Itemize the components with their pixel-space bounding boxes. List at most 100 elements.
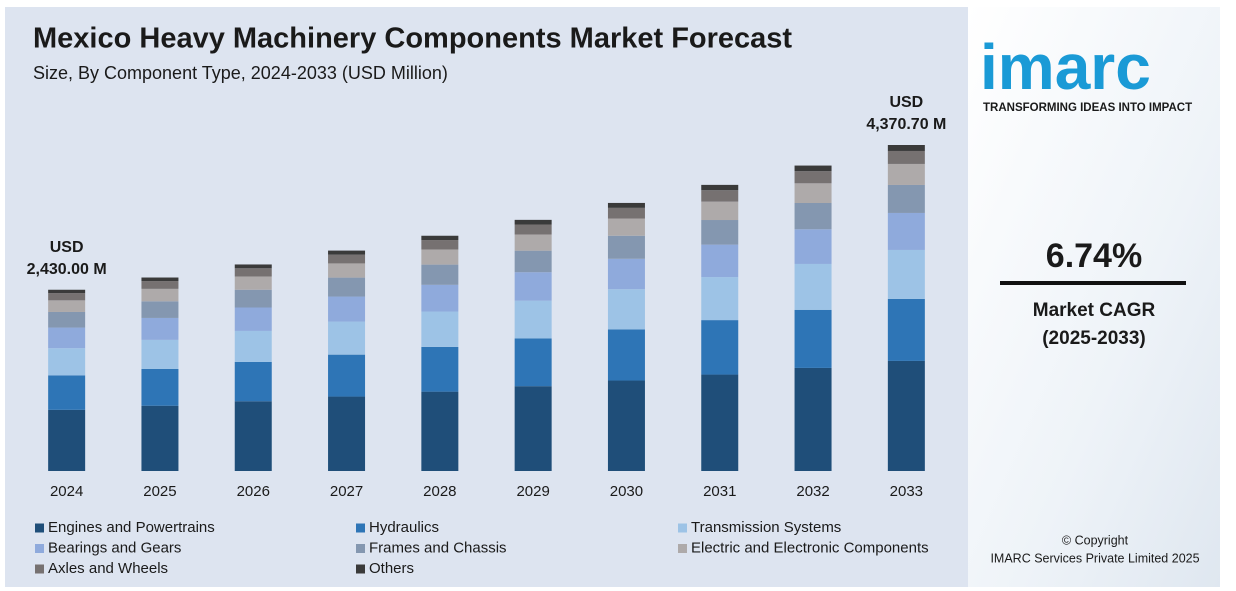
bar-segment — [701, 244, 739, 278]
chart-subtitle: Size, By Component Type, 2024-2033 (USD … — [33, 63, 448, 83]
bar-segment — [607, 202, 645, 208]
bar-segment — [607, 218, 645, 236]
bar-segment — [328, 321, 366, 355]
legend-label: Engines and Powertrains — [48, 519, 215, 536]
bar-segment — [234, 401, 272, 471]
bar-segment — [421, 346, 459, 392]
legend-label: Electric and Electronic Components — [691, 539, 929, 556]
bar-segment — [607, 329, 645, 381]
bar-segment — [701, 220, 739, 245]
bar-segment — [701, 320, 739, 375]
bar-segment — [234, 307, 272, 331]
copyright: IMARC Services Private Limited 2025 — [990, 551, 1199, 565]
bar-segment — [794, 203, 832, 230]
bar-segment — [141, 317, 179, 340]
bar-segment — [794, 183, 832, 204]
bar-segment — [701, 374, 739, 471]
bar-segment — [701, 277, 739, 321]
bar-segment — [887, 298, 925, 361]
bar-segment — [328, 277, 366, 297]
total-label: 2,430.00 M — [27, 261, 107, 278]
bar-segment — [701, 184, 739, 191]
bar-segment — [421, 240, 459, 250]
bar-segment — [514, 219, 552, 225]
bar-segment — [607, 207, 645, 219]
cagr-period: (2025-2033) — [1042, 328, 1146, 349]
legend-swatch — [35, 564, 44, 574]
chart-title: Mexico Heavy Machinery Components Market… — [33, 23, 792, 55]
legend-label: Hydraulics — [369, 519, 439, 536]
bar-segment — [794, 165, 832, 172]
bar-segment — [234, 264, 272, 269]
legend-swatch — [35, 544, 44, 553]
bar-segment — [328, 250, 366, 255]
bar-segment — [48, 293, 86, 301]
cagr-label: Market CAGR — [1033, 300, 1156, 321]
bar-segment — [48, 327, 86, 349]
bar-segment — [607, 235, 645, 259]
bar-segment — [514, 272, 552, 301]
legend-swatch — [678, 523, 687, 533]
bar-segment — [328, 296, 366, 322]
bar-segment — [607, 380, 645, 471]
bar-segment — [794, 229, 832, 264]
x-tick-label: 2025 — [143, 483, 176, 500]
bar-segment — [141, 277, 179, 282]
bar-segment — [887, 145, 925, 151]
bar-segment — [328, 396, 366, 471]
x-tick-label: 2029 — [516, 483, 549, 500]
legend-swatch — [356, 523, 365, 533]
legend-swatch — [356, 544, 365, 553]
total-label: USD — [889, 94, 923, 111]
bar-segment — [421, 284, 459, 312]
x-tick-label: 2026 — [237, 483, 270, 500]
bar-segment — [328, 354, 366, 397]
bar-segment — [887, 249, 925, 299]
bar-segment — [141, 281, 179, 289]
bar-segment — [234, 268, 272, 277]
bar-segment — [887, 163, 925, 185]
bar-segment — [514, 300, 552, 339]
logo-tagline: TRANSFORMING IDEAS INTO IMPACT — [983, 102, 1192, 114]
x-tick-label: 2024 — [50, 483, 83, 500]
copyright: © Copyright — [1062, 533, 1129, 547]
bar-segment — [141, 288, 179, 302]
bar-segment — [607, 258, 645, 290]
x-tick-label: 2028 — [423, 483, 456, 500]
bar-segment — [794, 263, 832, 310]
bar-segment — [514, 234, 552, 251]
total-label: 4,370.70 M — [866, 116, 946, 133]
legend-swatch — [356, 564, 365, 574]
bar-segment — [141, 301, 179, 318]
bar-segment — [514, 224, 552, 235]
bar-segment — [887, 184, 925, 213]
bar-segment — [141, 339, 179, 369]
bar-segment — [328, 263, 366, 278]
legend-label: Transmission Systems — [691, 519, 841, 536]
bar-segment — [421, 235, 459, 241]
legend-label: Axles and Wheels — [48, 560, 168, 577]
bar-segment — [48, 289, 86, 294]
bar-segment — [421, 249, 459, 265]
bar-segment — [234, 330, 272, 362]
legend-label: Bearings and Gears — [48, 539, 181, 556]
cagr-value: 6.74% — [1046, 237, 1142, 275]
bar-segment — [887, 150, 925, 164]
x-tick-label: 2027 — [330, 483, 363, 500]
bar-segment — [794, 171, 832, 184]
bar-segment — [48, 348, 86, 376]
bar-segment — [141, 405, 179, 471]
legend-label: Others — [369, 560, 414, 577]
x-tick-label: 2030 — [610, 483, 643, 500]
bar-segment — [701, 201, 739, 221]
bar-segment — [141, 368, 179, 406]
logo: imarc — [980, 31, 1151, 103]
bar-segment — [48, 311, 86, 328]
bar-segment — [234, 361, 272, 402]
legend-swatch — [678, 544, 687, 553]
legend-label: Frames and Chassis — [369, 539, 507, 556]
bar-segment — [48, 375, 86, 410]
bar-segment — [607, 289, 645, 330]
side-panel — [968, 7, 1220, 587]
